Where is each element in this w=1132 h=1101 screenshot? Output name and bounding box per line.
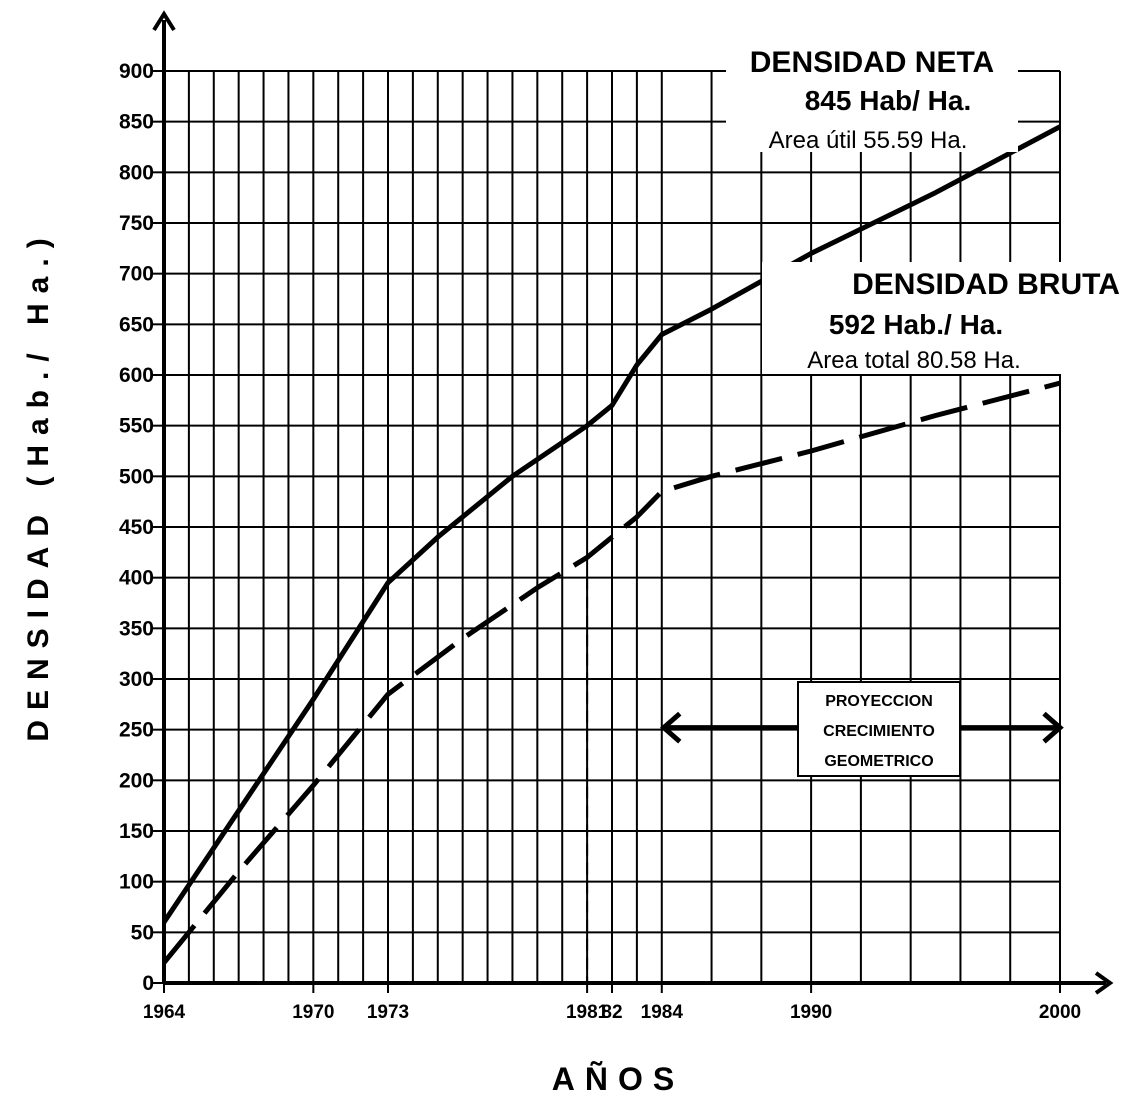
- x-axis-arrowhead: [1094, 971, 1114, 995]
- y-tick-label: 50: [131, 921, 154, 944]
- y-tick-label: 750: [119, 212, 154, 235]
- y-tick-label: 600: [119, 364, 154, 387]
- projection-line-1: PROYECCION: [825, 693, 933, 710]
- x-tick-label: 1970: [292, 1002, 334, 1023]
- x-tick-label: 1981: [566, 1002, 609, 1023]
- y-tick-label: 300: [119, 668, 154, 691]
- bruta-value: 592 Hab./ Ha.: [829, 309, 1003, 340]
- x-axis-title: AÑOS: [552, 1061, 684, 1097]
- y-axis-arrowhead: [152, 10, 176, 32]
- y-tick-label: 500: [119, 465, 154, 488]
- neta-title: DENSIDAD NETA: [750, 46, 994, 79]
- bruta-annotation: DENSIDAD BRUTA 592 Hab./ Ha. Area total …: [762, 262, 1130, 374]
- y-tick-label: 900: [119, 60, 154, 83]
- y-tick-label: 100: [119, 871, 154, 894]
- y-tick-label: 250: [119, 719, 154, 742]
- x-tick-label: 1984: [641, 1002, 684, 1023]
- projection-line-3: GEOMETRICO: [824, 753, 933, 770]
- bruta-title: DENSIDAD BRUTA: [852, 268, 1120, 301]
- y-tick-label: 800: [119, 161, 154, 184]
- y-tick-label: 850: [119, 111, 154, 134]
- axes: [152, 10, 1114, 995]
- y-tick-label: 650: [119, 313, 154, 336]
- y-tick-label: 450: [119, 516, 154, 539]
- projection-arrowhead-left: [659, 711, 682, 744]
- y-axis-title: DENSIDAD (Hab./ Ha.): [22, 228, 55, 741]
- neta-value: 845 Hab/ Ha.: [805, 85, 972, 116]
- neta-area: Area útil 55.59 Ha.: [769, 127, 968, 154]
- x-tick-label: 1990: [790, 1002, 832, 1023]
- grid: [164, 70, 1061, 983]
- y-tick-label: 550: [119, 415, 154, 438]
- y-tick-label: 400: [119, 567, 154, 590]
- x-tick-label: 82: [601, 1002, 622, 1023]
- neta-annotation: DENSIDAD NETA 845 Hab/ Ha. Area útil 55.…: [726, 44, 1018, 154]
- bruta-area: Area total 80.58 Ha.: [807, 347, 1020, 374]
- x-tick-label: 2000: [1039, 1002, 1081, 1023]
- y-tick-label: 150: [119, 820, 154, 843]
- projection-line-2: CRECIMIENTO: [823, 723, 935, 740]
- x-tick-label: 1964: [143, 1002, 186, 1023]
- projection-annotation: PROYECCION CRECIMIENTO GEOMETRICO: [659, 681, 1064, 777]
- y-tick-label: 350: [119, 617, 154, 640]
- x-tick-label: 1973: [367, 1002, 409, 1023]
- y-tick-label: 200: [119, 769, 154, 792]
- y-tick-label: 700: [119, 263, 154, 286]
- y-tick-labels: 0 50 100 150 200 250 300 350 400 450 500 550 600 650 7…: [119, 60, 154, 995]
- projection-arrowhead-right: [1042, 711, 1064, 744]
- y-tick-label: 0: [142, 972, 154, 995]
- reference-lines: [387, 577, 589, 983]
